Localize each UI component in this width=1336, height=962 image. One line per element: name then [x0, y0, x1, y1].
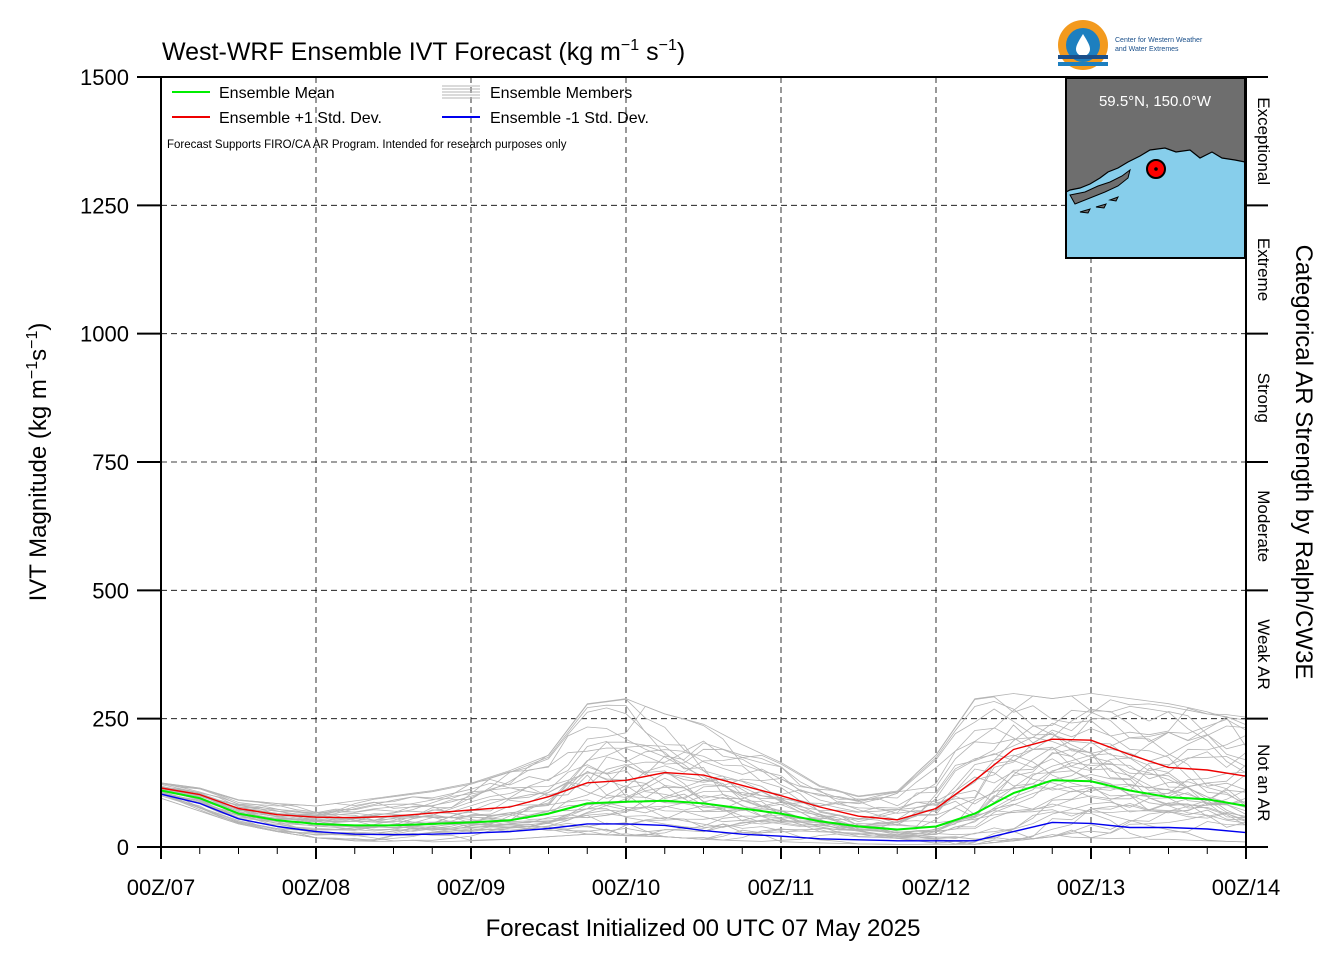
chart-title: West-WRF Ensemble IVT Forecast (kg m−1 s… [162, 37, 685, 66]
y-tick-label: 750 [92, 450, 129, 475]
category-label: Exceptional [1254, 97, 1273, 185]
category-label: Weak AR [1254, 619, 1273, 690]
inset-islands [1079, 196, 1120, 214]
x-tick-label: 00Z/12 [902, 875, 971, 900]
legend-label-members: Ensemble Members [490, 85, 632, 102]
logo-drop-icon [1076, 34, 1090, 56]
y-tick-label: 500 [92, 578, 129, 603]
ensemble-member-line [160, 762, 1247, 836]
x-axis-label: Forecast Initialized 00 UTC 07 May 2025 [486, 915, 921, 942]
ensemble-members [160, 692, 1247, 845]
y-tick-label: 1500 [80, 65, 129, 90]
right-axis-label: Categorical AR Strength by Ralph/CW3E [1290, 245, 1317, 680]
y-tick-label: 1000 [80, 322, 129, 347]
logo-wave-icon [1058, 55, 1108, 59]
legend: Ensemble Mean Ensemble +1 Std. Dev. Ense… [167, 85, 649, 151]
logo-line1: Center for Western Weather [1115, 37, 1203, 44]
x-tick-label: 00Z/10 [592, 875, 661, 900]
ensemble-member-line [160, 788, 1247, 836]
ensemble-member-line [160, 711, 1247, 818]
category-label: Strong [1254, 373, 1273, 423]
y-axis-label: IVT Magnitude (kg m−1s−1) [24, 323, 52, 602]
x-axis-ticks: 00Z/07 00Z/08 00Z/09 00Z/10 00Z/11 00Z/12 00Z/… [127, 847, 1281, 900]
y-tick-label: 1250 [80, 193, 129, 218]
y-tick-label: 0 [117, 835, 129, 860]
location-marker-dot [1154, 167, 1158, 171]
x-tick-label: 00Z/09 [437, 875, 506, 900]
x-tick-label: 00Z/13 [1057, 875, 1126, 900]
legend-label-minus: Ensemble -1 Std. Dev. [490, 110, 649, 127]
ensemble-mean-line [160, 779, 1247, 831]
x-tick-label: 00Z/07 [127, 875, 196, 900]
series-lines [160, 738, 1247, 842]
ensemble-member-line [160, 731, 1247, 823]
y-axis-ticks: 0 250 500 750 1000 1250 1500 [80, 65, 161, 860]
x-tick-label: 00Z/11 [748, 875, 815, 900]
category-label: Extreme [1254, 238, 1273, 301]
ensemble-member-line [160, 795, 1247, 845]
category-label: Not an AR [1254, 744, 1273, 822]
x-tick-label: 00Z/14 [1212, 875, 1281, 900]
ensemble-member-line [160, 699, 1247, 816]
ensemble-member-line [160, 753, 1247, 835]
inset-peninsula [1069, 168, 1131, 205]
y-tick-label: 250 [92, 707, 129, 732]
minus-std-dev-line [160, 793, 1247, 842]
ensemble-member-line [160, 705, 1247, 821]
ensemble-member-line [160, 726, 1247, 822]
ensemble-member-line [160, 728, 1247, 831]
legend-label-plus: Ensemble +1 Std. Dev. [219, 110, 382, 127]
logo-wave-icon [1058, 62, 1108, 66]
ensemble-member-line [160, 751, 1247, 828]
logo-line2: and Water Extremes [1115, 46, 1179, 53]
ensemble-member-line [160, 781, 1247, 833]
x-tick-label: 00Z/08 [282, 875, 351, 900]
ensemble-member-line [160, 762, 1247, 835]
inset-frame [1065, 77, 1246, 259]
ensemble-member-line [160, 709, 1247, 827]
ensemble-member-line [160, 793, 1247, 842]
ensemble-member-line [160, 693, 1247, 809]
plus-std-dev-line [160, 738, 1247, 821]
ar-category-axis: Not an AR Weak AR Moderate Strong Extreme Exc… [1246, 76, 1273, 848]
legend-swatch-members [442, 85, 480, 99]
ensemble-member-line [160, 752, 1247, 836]
legend-label-mean: Ensemble Mean [219, 85, 335, 102]
ensemble-member-line [160, 774, 1247, 832]
ensemble-member-line [160, 764, 1247, 830]
category-label: Moderate [1254, 490, 1273, 562]
ensemble-member-line [160, 785, 1247, 839]
cw3e-logo: Center for Western Weather and Water Ext… [1058, 20, 1203, 70]
inset-map: 59.5°N, 150.0°W [1065, 77, 1246, 259]
inset-land [1065, 77, 1246, 193]
research-note: Forecast Supports FIRO/CA AR Program. In… [167, 139, 567, 151]
inset-location-label: 59.5°N, 150.0°W [1099, 93, 1212, 110]
